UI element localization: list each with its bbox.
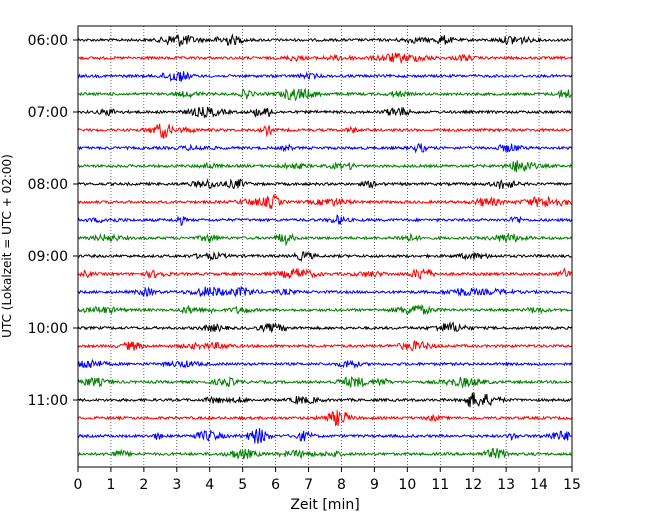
x-tick-label: 6 <box>271 477 280 493</box>
x-tick-label: 11 <box>431 477 449 493</box>
x-axis-label: Zeit [min] <box>290 497 359 513</box>
y-axis-label: UTC (Lokalzeit = UTC + 02:00) <box>0 154 14 338</box>
seismogram-trace <box>77 160 573 173</box>
x-tick-label: 8 <box>337 477 346 493</box>
x-tick-label: 14 <box>530 477 548 493</box>
x-tick-label: 3 <box>172 477 181 493</box>
seismogram-trace <box>77 178 572 190</box>
seismogram-trace <box>77 358 572 370</box>
y-tick-label: 07:00 <box>28 105 68 121</box>
y-tick-label: 11:00 <box>28 393 68 409</box>
seismogram-trace <box>77 106 572 119</box>
seismogram-trace <box>77 392 572 408</box>
x-tick-label: 9 <box>370 477 379 493</box>
seismogram-trace <box>77 304 572 316</box>
seismogram-trace <box>77 52 573 65</box>
seismogram-trace <box>77 285 572 298</box>
plot-frame <box>77 25 573 468</box>
x-tick-label: 5 <box>238 477 247 493</box>
x-tick-label: 12 <box>464 477 482 493</box>
seismogram-trace <box>77 448 572 460</box>
seismogram-trace <box>77 193 573 210</box>
seismogram-trace <box>77 250 572 262</box>
x-tick-label: 0 <box>74 477 83 493</box>
plot-area <box>78 26 572 467</box>
seismogram-trace <box>77 214 573 227</box>
x-tick-label: 2 <box>139 477 148 493</box>
x-tick-label: 1 <box>106 477 115 493</box>
seismogram-trace <box>77 267 572 280</box>
seismogram-trace <box>77 87 572 102</box>
x-tick-label: 7 <box>304 477 313 493</box>
seismogram-trace <box>77 142 573 154</box>
x-tick-label: 4 <box>205 477 214 493</box>
seismogram-trace <box>77 123 572 139</box>
seismogram-trace <box>77 410 573 427</box>
x-axis: 0 1 2 3 4 5 6 7 8 9 10 11 12 13 14 15 <box>74 467 581 493</box>
seismogram-trace <box>77 33 572 47</box>
x-tick-label: 10 <box>398 477 416 493</box>
x-tick-label: 15 <box>563 477 581 493</box>
y-axis: 06:00 07:00 08:00 09:00 10:00 11:00 <box>28 33 78 409</box>
y-tick-label: 10:00 <box>28 321 68 337</box>
seismogram-trace <box>77 232 573 247</box>
seismogram-trace <box>77 321 573 334</box>
seismogram-trace <box>77 71 573 82</box>
seismogram-trace <box>77 376 572 389</box>
seismogram-trace <box>77 340 572 352</box>
y-tick-label: 09:00 <box>28 249 68 265</box>
y-tick-label: 08:00 <box>28 177 68 193</box>
traces <box>77 33 573 460</box>
x-tick-label: 13 <box>497 477 515 493</box>
y-tick-label: 06:00 <box>28 33 68 49</box>
seismogram-trace <box>77 428 572 444</box>
